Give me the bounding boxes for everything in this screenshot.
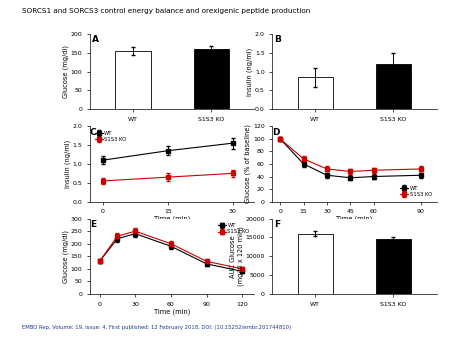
X-axis label: Time (min): Time (min)	[154, 216, 190, 222]
Text: B: B	[274, 35, 281, 44]
Legend: WT, S1S3 KO: WT, S1S3 KO	[216, 221, 252, 237]
Text: F: F	[274, 220, 281, 229]
Y-axis label: AUC Glucose
(mg/dl x 120 min): AUC Glucose (mg/dl x 120 min)	[230, 226, 244, 286]
Bar	[115, 51, 151, 109]
Text: SORCS1 and SORCS3 control energy balance and orexigenic peptide production: SORCS1 and SORCS3 control energy balance…	[22, 8, 311, 15]
Text: EMBO Rep, Volume: 19, Issue: 4, First published: 12 February 2018, DOI: (10.1525: EMBO Rep, Volume: 19, Issue: 4, First pu…	[22, 324, 292, 330]
Y-axis label: Insulin (ng/ml): Insulin (ng/ml)	[65, 140, 71, 188]
Text: D: D	[272, 128, 280, 137]
Text: A: A	[92, 35, 99, 44]
Bar	[297, 234, 333, 294]
Y-axis label: Glucose (mg/dl): Glucose (mg/dl)	[63, 230, 69, 283]
Y-axis label: Glucose (mg/dl): Glucose (mg/dl)	[63, 45, 69, 98]
Y-axis label: Glucose (% of baseline): Glucose (% of baseline)	[245, 124, 252, 203]
Bar	[376, 239, 411, 294]
X-axis label: Time (min): Time (min)	[336, 216, 373, 222]
Legend: WT, S1S3 KO: WT, S1S3 KO	[398, 184, 434, 199]
X-axis label: Time (min): Time (min)	[154, 308, 190, 315]
Text: E: E	[90, 220, 96, 229]
Text: C: C	[90, 128, 97, 137]
Legend: WT, S1S3 KO: WT, S1S3 KO	[93, 129, 129, 144]
Bar	[376, 64, 411, 109]
Bar	[194, 49, 229, 109]
Bar	[297, 77, 333, 109]
Y-axis label: Insulin (ng/ml): Insulin (ng/ml)	[247, 47, 253, 96]
